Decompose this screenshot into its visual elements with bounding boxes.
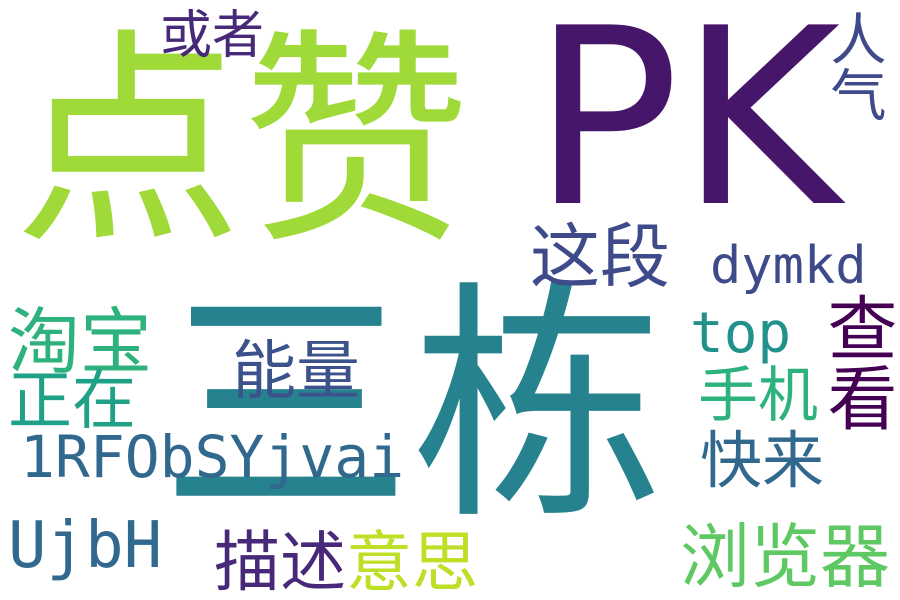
word-huozhe: 或者	[160, 6, 265, 66]
word-zheduan: 这段	[530, 216, 670, 298]
word-zhengzai: 正在	[8, 365, 136, 439]
word-ujbh: UjbH	[8, 509, 163, 583]
word-nengliang: 能量	[232, 335, 360, 409]
word-taobao: 淘宝	[8, 300, 153, 384]
word-top: top	[690, 301, 792, 366]
word-pk: PK	[532, 0, 841, 261]
word-dianzan: 点赞	[14, 9, 470, 275]
word-renqi: 人气	[821, 10, 886, 122]
word-chakan: 查看	[816, 292, 898, 432]
word-liulanqi: 浏览器	[680, 516, 890, 598]
word-sandong: 三栋	[160, 261, 665, 554]
word-dymkd: dymkd	[710, 236, 867, 296]
word-miaoshu: 描述	[214, 524, 346, 600]
word-1rf: 1RFObSYjvai	[20, 423, 405, 491]
word-shouji: 手机	[698, 361, 818, 431]
word-yisi: 意思	[346, 524, 478, 600]
word-kuailai: 快来	[700, 424, 825, 497]
